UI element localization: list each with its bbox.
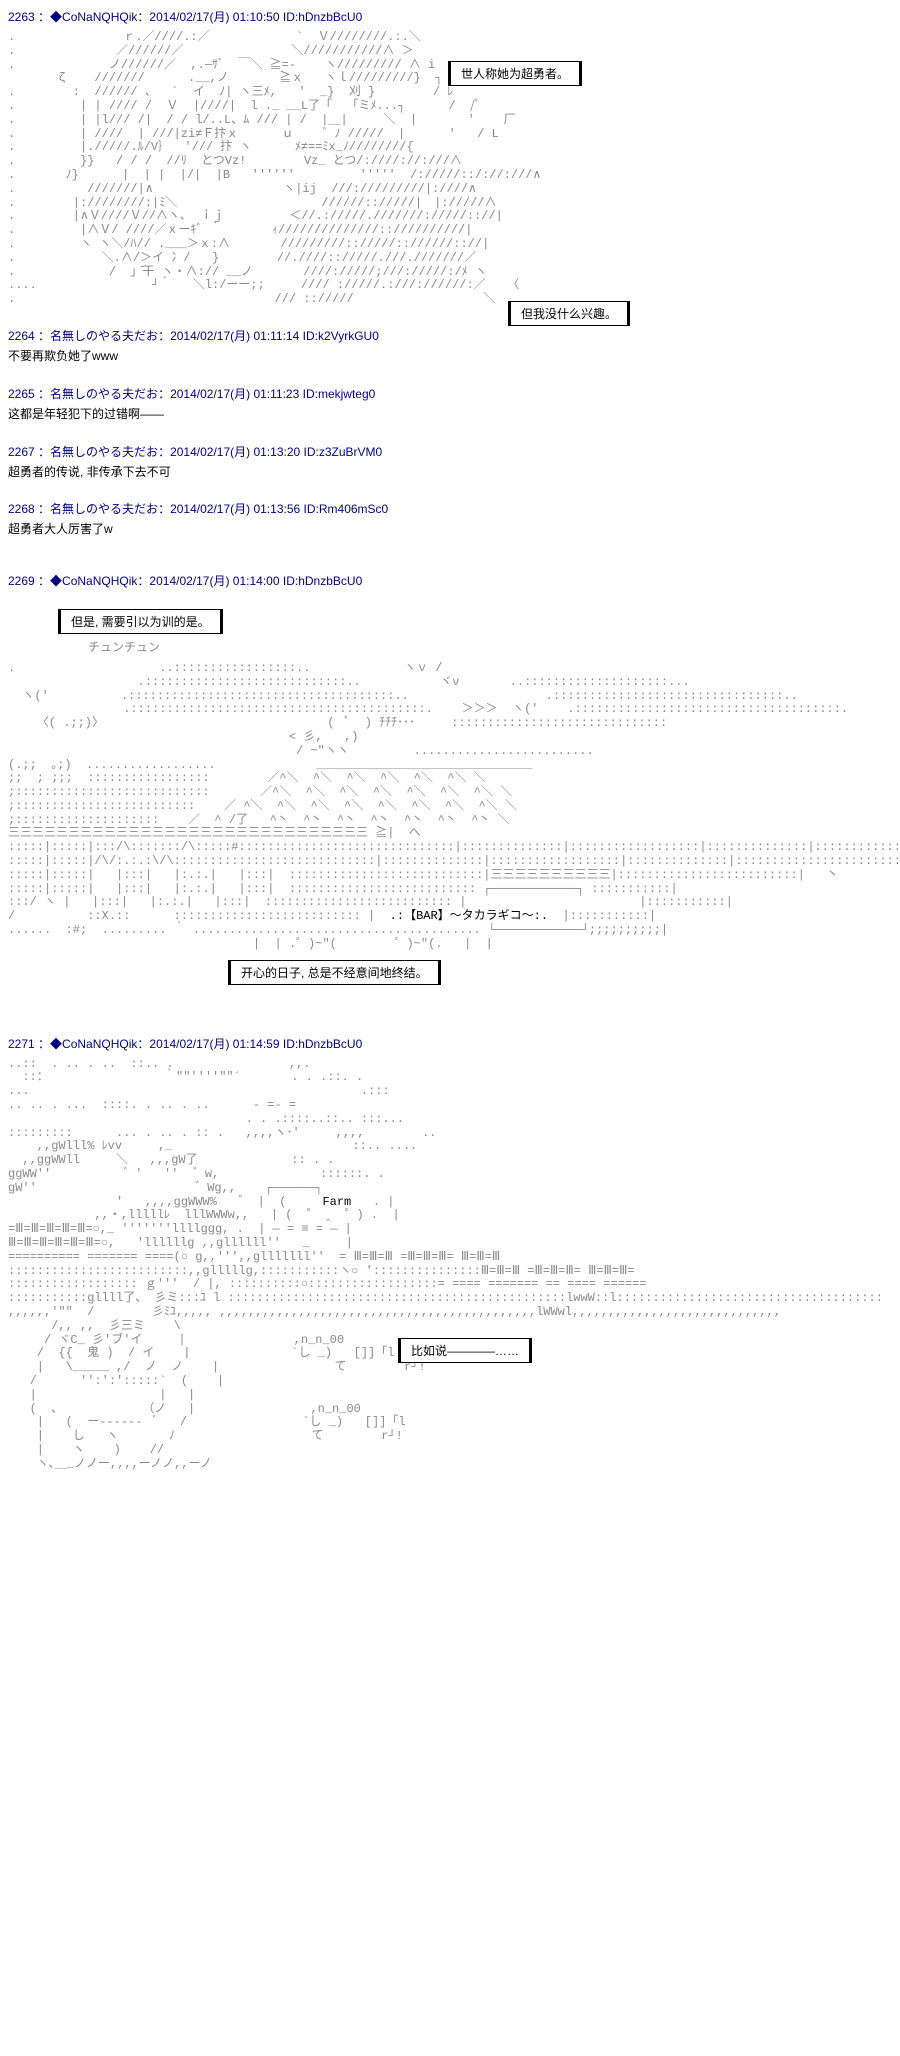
post: 2263 ：◆CoNaNQHQik：2014/02/17(月) 01:10:50… — [8, 8, 892, 307]
post-number: 2271 — [8, 1037, 35, 1051]
post-id: ID:hDnzbBcU0 — [283, 10, 362, 24]
post-id: ID:hDnzbBcU0 — [283, 1037, 362, 1051]
post-date: 2014/02/17(月) 01:10:50 — [149, 10, 279, 24]
bar-sign: .:【BAR】～タカラギコ～:. — [390, 909, 548, 923]
post-number: 2265 — [8, 387, 35, 401]
ascii-art: . ..:::::::::::::::::.. ヽｖ / .::::::::::… — [8, 662, 892, 952]
post-date: 2014/02/17(月) 01:11:14 — [170, 329, 299, 343]
speech-bubble: 但我没什么兴趣。 — [508, 301, 630, 326]
ascii-art: ..:: . .. . .. ::.. . ,,. ::： ｀""''''""´… — [8, 1058, 892, 1472]
post-id: ID:k2VyrkGU0 — [303, 329, 379, 343]
post-header: 2271 ：◆CoNaNQHQik：2014/02/17(月) 01:14:59… — [8, 1035, 892, 1052]
post-name: 名無しのやる夫だお — [50, 445, 158, 459]
post-date: 2014/02/17(月) 01:11:23 — [170, 387, 299, 401]
post-body: 超勇者的传说, 非传承下去不可 — [8, 464, 892, 481]
post-date: 2014/02/17(月) 01:13:20 — [170, 445, 300, 459]
post-header: 2267 ：名無しのやる夫だお：2014/02/17(月) 01:13:20 I… — [8, 443, 892, 460]
post-date: 2014/02/17(月) 01:13:56 — [170, 502, 300, 516]
post-number: 2263 — [8, 10, 35, 24]
post-number: 2268 — [8, 502, 35, 516]
post-name: ◆CoNaNQHQik — [50, 10, 137, 24]
post-header: 2268 ：名無しのやる夫だお：2014/02/17(月) 01:13:56 I… — [8, 500, 892, 517]
post-header: 2264 ：名無しのやる夫だお：2014/02/17(月) 01:11:14 I… — [8, 327, 892, 344]
post-name: 名無しのやる夫だお — [50, 329, 158, 343]
post-name: 名無しのやる夫だお — [50, 387, 158, 401]
post-number: 2264 — [8, 329, 35, 343]
post-number: 2267 — [8, 445, 35, 459]
farm-sign: Farm — [322, 1195, 351, 1209]
post: 2271 ：◆CoNaNQHQik：2014/02/17(月) 01:14:59… — [8, 1035, 892, 1472]
post-date: 2014/02/17(月) 01:14:00 — [149, 574, 279, 588]
speech-bubble: 比如说————…… — [398, 1338, 532, 1363]
chunchun-text: チュンチュン — [88, 642, 892, 656]
post-name: ◆CoNaNQHQik — [50, 574, 137, 588]
post: 2264 ：名無しのやる夫だお：2014/02/17(月) 01:11:14 I… — [8, 327, 892, 365]
post-name: 名無しのやる夫だお — [50, 502, 158, 516]
post-number: 2269 — [8, 574, 35, 588]
post-header: 2269 ：◆CoNaNQHQik：2014/02/17(月) 01:14:00… — [8, 572, 892, 589]
post-id: ID:z3ZuBrVM0 — [304, 445, 383, 459]
speech-bubble: 世人称她为超勇者。 — [448, 61, 582, 86]
post-id: ID:mekjwteg0 — [303, 387, 376, 401]
post-body: 超勇者大人厉害了w — [8, 521, 892, 538]
post-header: 2263 ：◆CoNaNQHQik：2014/02/17(月) 01:10:50… — [8, 8, 892, 25]
post: 2268 ：名無しのやる夫だお：2014/02/17(月) 01:13:56 I… — [8, 500, 892, 538]
post-body: 不要再欺负她了www — [8, 348, 892, 365]
speech-bubble: 开心的日子, 总是不经意间地终结。 — [228, 960, 441, 985]
post: 2269 ：◆CoNaNQHQik：2014/02/17(月) 01:14:00… — [8, 572, 892, 987]
speech-bubble: 但是, 需要引以为训的是。 — [58, 609, 223, 634]
post-body: 这都是年轻犯下的过错啊—— — [8, 406, 892, 423]
post-name: ◆CoNaNQHQik — [50, 1037, 137, 1051]
post-id: ID:Rm406mSc0 — [304, 502, 389, 516]
post: 2265 ：名無しのやる夫だお：2014/02/17(月) 01:11:23 I… — [8, 385, 892, 423]
post-date: 2014/02/17(月) 01:14:59 — [149, 1037, 279, 1051]
post-id: ID:hDnzbBcU0 — [283, 574, 362, 588]
post: 2267 ：名無しのやる夫だお：2014/02/17(月) 01:13:20 I… — [8, 443, 892, 481]
post-header: 2265 ：名無しのやる夫だお：2014/02/17(月) 01:11:23 I… — [8, 385, 892, 402]
